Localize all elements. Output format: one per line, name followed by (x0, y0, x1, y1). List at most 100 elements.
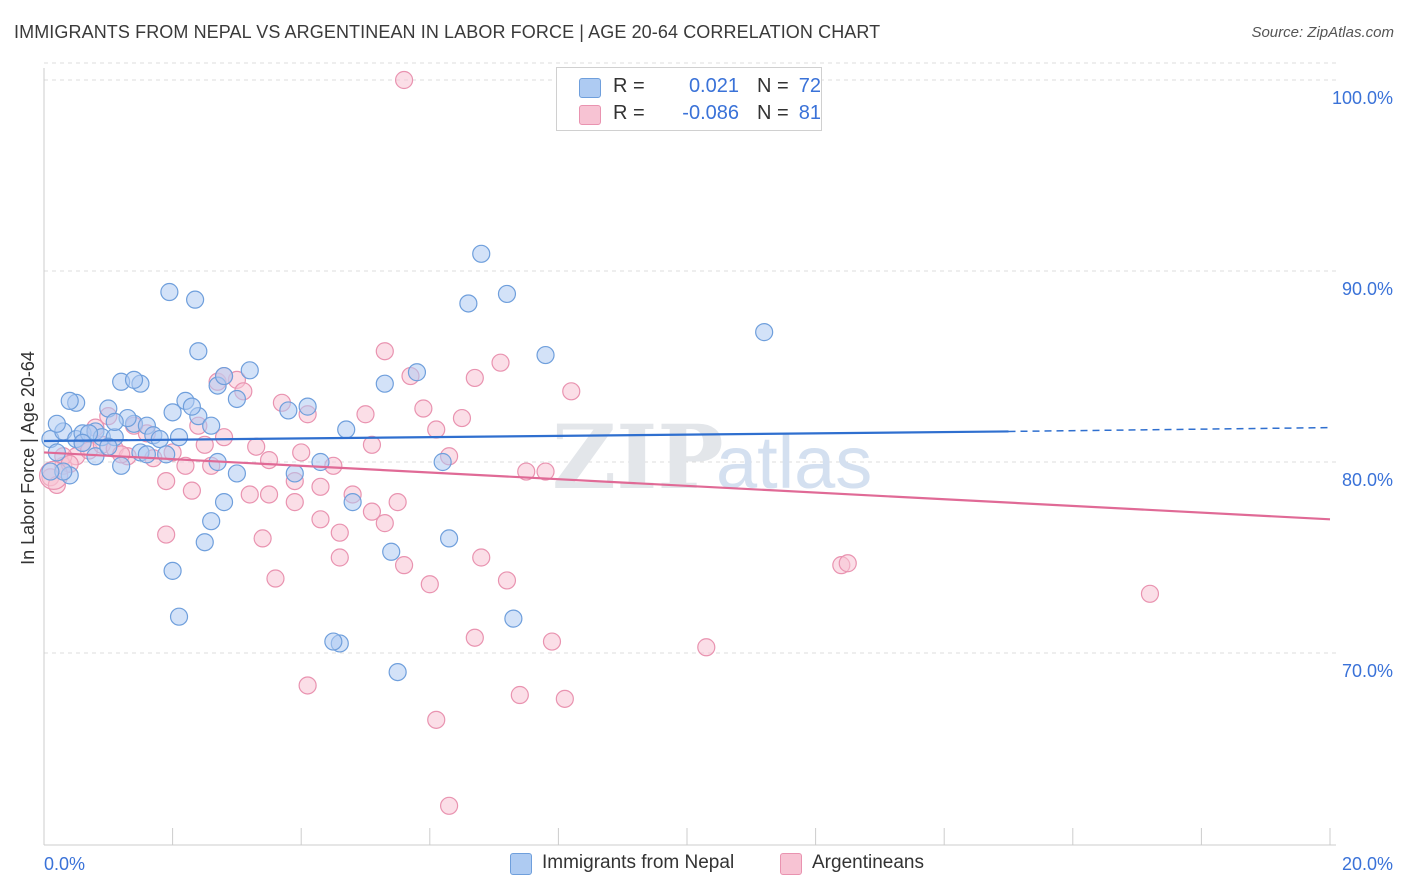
nepal-point (343, 493, 362, 512)
argentineans-point (311, 510, 330, 529)
x-tick-label: 20.0% (1342, 854, 1393, 874)
correlation-legend: R = 0.021 N = 72 R = -0.086 N = 81 (556, 67, 822, 131)
nepal-point (388, 662, 407, 682)
r-value: 0.021 (688, 75, 739, 97)
nepal-point (124, 370, 144, 389)
nepal-point (407, 363, 427, 382)
argentineans-point (259, 450, 279, 470)
nepal-point (41, 462, 60, 481)
argentineans-point (157, 525, 176, 544)
r-label: R = (613, 75, 645, 97)
argentineans-point (298, 676, 317, 695)
argentineans-swatch (780, 853, 802, 875)
nepal-point (163, 403, 182, 422)
r-value: -0.086 (682, 102, 739, 124)
argentineans-point (195, 435, 214, 454)
nepal-point (214, 366, 234, 386)
nepal-swatch (510, 853, 532, 875)
nepal-trend-line (43, 430, 1009, 443)
y-tick-label: 100.0% (1332, 88, 1393, 108)
nepal-point (169, 607, 189, 626)
argentineans-point (536, 462, 555, 481)
argentineans-point (362, 502, 382, 521)
argentineans-swatch (579, 105, 601, 125)
nepal-point (160, 282, 179, 302)
nepal-point (285, 464, 304, 483)
tick-labels: 70.0% 80.0% 90.0% 100.0% 0.0% 20.0% (44, 88, 1393, 874)
chart-title: IMMIGRANTS FROM NEPAL VS ARGENTINEAN IN … (14, 22, 881, 42)
argentineans-point (497, 571, 517, 590)
y-tick-label: 70.0% (1342, 661, 1393, 681)
argentineans-point (427, 420, 446, 439)
axes (43, 68, 1336, 846)
nepal-trend-extension (1008, 426, 1331, 433)
nepal-point (163, 561, 182, 580)
nepal-point (504, 609, 523, 628)
nepal-point (298, 397, 317, 416)
argentineans-point (388, 493, 407, 512)
argentineans-point (420, 575, 439, 594)
nepal-point (324, 632, 343, 651)
y-axis-label: In Labor Force | Age 20-64 (18, 351, 38, 565)
nepal-point (169, 428, 189, 447)
nepal-point (227, 389, 246, 409)
argentineans-point (465, 368, 484, 388)
r-label: R = (613, 102, 645, 124)
nepal-point (60, 391, 79, 410)
nepal-point (182, 397, 201, 416)
nepal-point (472, 244, 491, 263)
argentineans-point (491, 353, 510, 372)
argentineans-point (176, 456, 195, 475)
nepal-point (195, 533, 214, 552)
nepal-point (214, 493, 234, 512)
nepal-point (202, 512, 221, 531)
x-tick-label: 0.0% (44, 854, 85, 874)
n-label: N = (757, 75, 789, 97)
argentineans-point (427, 710, 446, 729)
n-label: N = (757, 102, 789, 124)
nepal-point (112, 456, 131, 475)
nepal-point (439, 529, 459, 548)
source-label: Source: ZipAtlas.com (1251, 24, 1394, 41)
nepal-point (459, 294, 478, 313)
nepal-point (375, 374, 394, 393)
argentineans-point (1140, 584, 1160, 603)
argentineans-point (311, 477, 330, 496)
argentineans-point (697, 638, 716, 657)
nepal-swatch (579, 78, 601, 98)
nepal-point (202, 416, 221, 435)
argentineans-point (452, 408, 472, 428)
nepal-points (41, 244, 774, 682)
argentineans-point (562, 382, 581, 401)
argentineans-point (330, 523, 349, 542)
gridlines (44, 62, 1336, 654)
argentineans-point (292, 443, 311, 462)
argentineans-point (157, 472, 176, 491)
argentineans-point (394, 556, 414, 575)
argentineans-point (510, 685, 529, 705)
argentineans-point (838, 554, 857, 573)
nepal-point (240, 361, 259, 380)
argentineans-point (439, 796, 459, 815)
argentineans-point (472, 548, 491, 567)
n-value: 81 (798, 102, 821, 124)
watermark-zip: ZIP (552, 405, 724, 509)
nepal-point (189, 342, 208, 361)
nepal-point (433, 452, 452, 472)
argentineans-point (356, 405, 375, 424)
nepal-point (337, 420, 356, 439)
nepal-point (227, 464, 246, 483)
argentineans-point (375, 514, 394, 533)
y-tick-label: 90.0% (1342, 279, 1393, 299)
nepal-point (497, 284, 517, 304)
argentineans-point (247, 437, 266, 456)
argentineans-point (253, 529, 272, 548)
y-tick-label: 80.0% (1342, 470, 1393, 490)
trend-lines (43, 426, 1331, 521)
nepal-point (755, 323, 774, 342)
bottom-legend-label: Argentineans (812, 852, 924, 873)
nepal-point (137, 445, 156, 464)
bottom-legend-label: Immigrants from Nepal (542, 852, 735, 873)
argentineans-point (214, 428, 234, 447)
